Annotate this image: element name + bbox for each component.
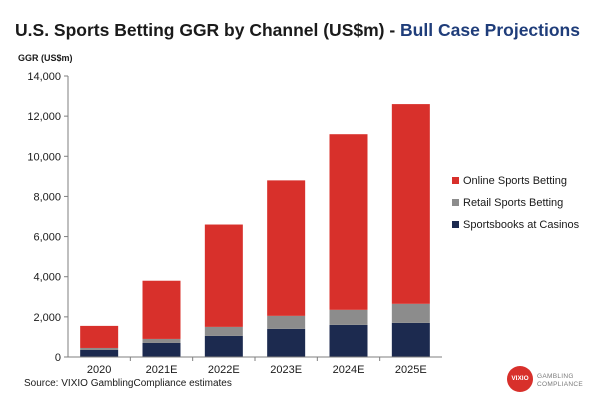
vixio-logo: VIXIO GAMBLING COMPLIANCE xyxy=(507,364,587,394)
y-tick-label: 0 xyxy=(55,352,61,364)
y-tick-label: 12,000 xyxy=(27,111,61,123)
bar-segment xyxy=(267,315,306,329)
legend-swatch xyxy=(452,199,459,206)
bar-segment xyxy=(142,338,181,343)
logo-badge: VIXIO xyxy=(507,366,533,392)
bar-segment xyxy=(329,309,368,325)
bar-segment xyxy=(204,335,243,357)
axes xyxy=(67,76,442,358)
x-tick-label: 2025E xyxy=(395,364,427,376)
y-tick-label: 8,000 xyxy=(33,191,61,203)
legend-label: Online Sports Betting xyxy=(463,175,567,187)
bar-segment xyxy=(142,342,181,357)
bar-segment xyxy=(267,328,306,357)
y-axis-label: GGR (US$m) xyxy=(18,53,73,63)
bar-segment xyxy=(204,326,243,336)
chart-title-main: U.S. Sports Betting GGR by Channel (US$m… xyxy=(15,20,401,40)
source-note: Source: VIXIO GamblingCompliance estimat… xyxy=(24,378,232,389)
bar-segment xyxy=(391,303,430,323)
bar-segment xyxy=(329,324,368,357)
bar-segment xyxy=(204,224,243,327)
bar-segment xyxy=(329,134,368,310)
bar-segment xyxy=(80,349,119,357)
x-tick-label: 2022E xyxy=(208,364,240,376)
chart-title: U.S. Sports Betting GGR by Channel (US$m… xyxy=(0,20,595,41)
legend-label: Sportsbooks at Casinos xyxy=(463,219,580,231)
bar-segment xyxy=(142,280,181,339)
x-axis-ticks: 2020 2021E 2022E 2023E 2024E 2025E xyxy=(87,357,427,376)
bar-segment xyxy=(391,322,430,357)
bar-segment xyxy=(80,325,119,348)
chart-title-sub: Bull Case Projections xyxy=(400,20,580,40)
y-tick-label: 4,000 xyxy=(33,272,61,284)
y-tick-label: 14,000 xyxy=(27,71,61,83)
y-tick-label: 10,000 xyxy=(27,151,61,163)
y-axis-ticks: 0 2,000 4,000 6,000 8,000 10,000 12,000 14,000 xyxy=(27,71,68,364)
x-tick-label: 2024E xyxy=(333,364,365,376)
legend: Online Sports Betting Retail Sports Betti… xyxy=(452,175,580,231)
logo-line-2: COMPLIANCE xyxy=(537,381,583,388)
legend-swatch xyxy=(452,177,459,184)
bar-segment xyxy=(80,347,119,350)
bar-segment xyxy=(267,180,306,316)
x-tick-label: 2023E xyxy=(270,364,302,376)
legend-label: Retail Sports Betting xyxy=(463,197,563,209)
legend-swatch xyxy=(452,221,459,228)
x-tick-label: 2020 xyxy=(87,364,111,376)
bar-segment xyxy=(391,104,430,304)
logo-line-1: GAMBLING xyxy=(537,373,574,380)
bars xyxy=(80,104,430,357)
x-tick-label: 2021E xyxy=(146,364,178,376)
y-tick-label: 6,000 xyxy=(33,232,61,244)
y-tick-label: 2,000 xyxy=(33,312,61,324)
